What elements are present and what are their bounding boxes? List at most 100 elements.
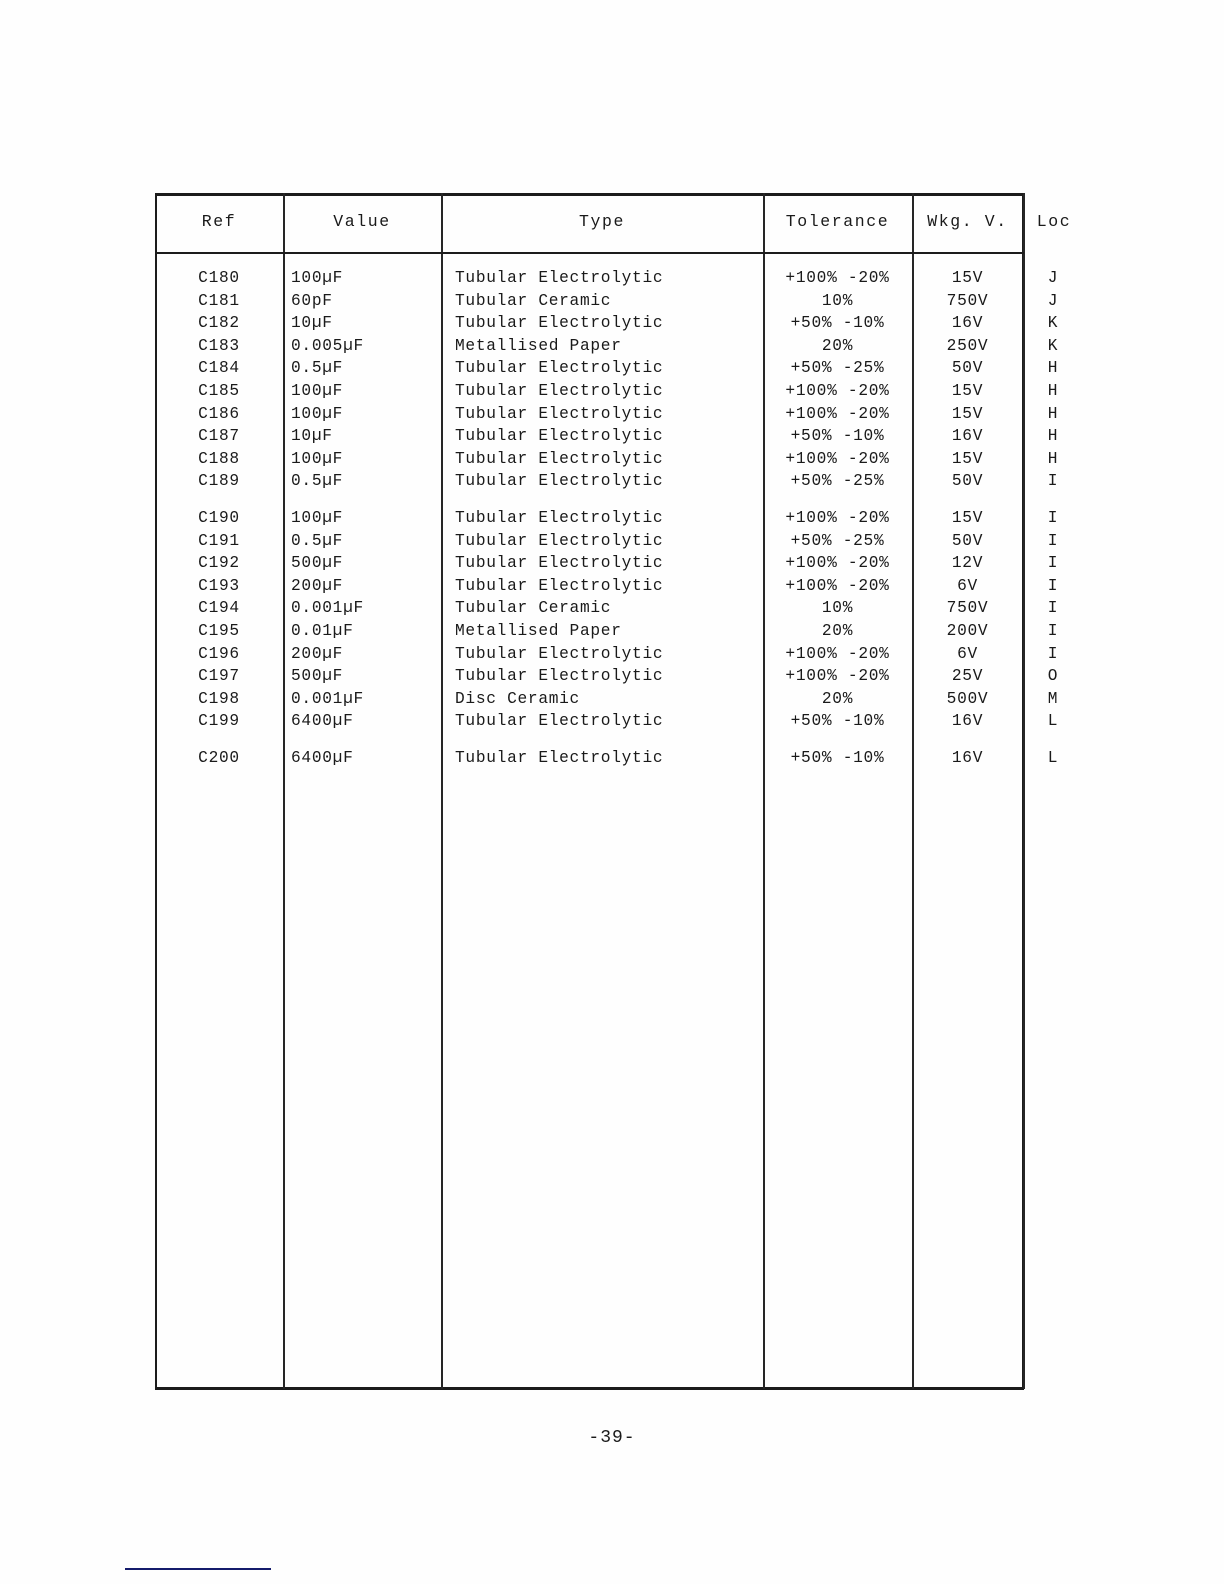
table-row: C199 6400µF Tubular Electrolytic +50% -10% 1… — [155, 710, 1057, 733]
cell-value: 10µF — [291, 314, 333, 333]
cell-wkg-v: 750V — [946, 599, 989, 618]
table-row: C189 0.5µF Tubular Electrolytic +50% -25% 50… — [155, 470, 1057, 493]
cell-loc: H — [1047, 359, 1059, 378]
table-row: C198 0.001µF Disc Ceramic 20% 500V M — [155, 688, 1057, 711]
cell-wkg-v: 500V — [946, 689, 989, 708]
margin-rule-mark — [125, 1568, 271, 1571]
cell-wkg-v: 16V — [951, 427, 984, 446]
cell-wkg-v: 16V — [951, 748, 984, 767]
cell-tolerance: 20% — [821, 336, 854, 355]
cell-ref: C188 — [198, 449, 240, 468]
cell-wkg-v: 750V — [946, 291, 989, 310]
cell-type: Tubular Electrolytic — [455, 531, 664, 550]
cell-loc: I — [1047, 599, 1059, 618]
cell-value: 100µF — [291, 269, 344, 287]
column-header-tolerance: Tolerance — [785, 212, 890, 231]
table-row: C191 0.5µF Tubular Electrolytic +50% -25% 50… — [155, 530, 1057, 553]
cell-type: Tubular Electrolytic — [455, 381, 664, 400]
cell-loc: K — [1047, 314, 1059, 333]
cell-value: 0.01µF — [291, 621, 354, 640]
cell-type: Tubular Electrolytic — [455, 359, 664, 378]
table-row: C195 0.01µF Metallised Paper 20% 200V I — [155, 620, 1057, 643]
cell-loc: H — [1047, 427, 1059, 446]
cell-tolerance: +100% -20% — [785, 404, 890, 423]
cell-type: Tubular Electrolytic — [455, 554, 664, 573]
cell-ref: C182 — [198, 314, 240, 333]
cell-loc: H — [1047, 449, 1059, 468]
cell-ref: C192 — [198, 554, 240, 573]
cell-ref: C183 — [198, 336, 240, 355]
column-header-ref: Ref — [201, 212, 237, 231]
cell-type: Disc Ceramic — [455, 689, 580, 708]
column-divider-wkg-loc — [1023, 193, 1025, 1389]
table-row: C183 0.005µF Metallised Paper 20% 250V K — [155, 335, 1057, 358]
cell-wkg-v: 6V — [957, 576, 978, 595]
cell-tolerance: +100% -20% — [785, 381, 890, 400]
column-divider-type-tolerance — [763, 193, 765, 1389]
cell-tolerance: 10% — [821, 291, 854, 310]
cell-wkg-v: 15V — [951, 449, 984, 468]
cell-type: Metallised Paper — [455, 621, 622, 640]
table-body: C180 100µF Tubular Electrolytic +100% -20% 1… — [155, 252, 1057, 770]
cell-value: 500µF — [291, 667, 344, 686]
table-row: C185 100µF Tubular Electrolytic +100% -20% 1… — [155, 380, 1057, 403]
cell-value: 100µF — [291, 508, 344, 527]
cell-loc: I — [1047, 644, 1059, 663]
cell-value: 10µF — [291, 427, 333, 446]
table-row: C190 100µF Tubular Electrolytic +100% -20% 1… — [155, 507, 1057, 530]
cell-type: Tubular Electrolytic — [455, 269, 664, 287]
cell-type: Tubular Electrolytic — [455, 472, 664, 491]
cell-wkg-v: 25V — [951, 667, 984, 686]
cell-type: Tubular Electrolytic — [455, 427, 664, 446]
cell-value: 100µF — [291, 381, 344, 400]
cell-value: 200µF — [291, 576, 344, 595]
cell-tolerance: +100% -20% — [785, 644, 890, 663]
cell-wkg-v: 250V — [946, 336, 989, 355]
cell-tolerance: +100% -20% — [785, 269, 890, 287]
cell-ref: C198 — [198, 689, 240, 708]
cell-value: 0.001µF — [291, 599, 364, 618]
cell-loc: L — [1047, 748, 1059, 767]
cell-value: 500µF — [291, 554, 344, 573]
cell-type: Tubular Electrolytic — [455, 404, 664, 423]
cell-ref: C196 — [198, 644, 240, 663]
cell-value: 100µF — [291, 449, 344, 468]
cell-wkg-v: 200V — [946, 621, 989, 640]
table-row: C200 6400µF Tubular Electrolytic +50% -10% 1… — [155, 747, 1057, 770]
table-header-rule — [155, 252, 1024, 255]
column-header-type: Type — [578, 212, 625, 231]
column-header-wkg-v: Wkg. V. — [927, 212, 1008, 231]
table-row: C186 100µF Tubular Electrolytic +100% -20% 1… — [155, 403, 1057, 426]
cell-value: 200µF — [291, 644, 344, 663]
cell-ref: C190 — [198, 508, 240, 527]
cell-loc: J — [1047, 291, 1059, 310]
cell-loc: I — [1047, 531, 1059, 550]
cell-ref: C195 — [198, 621, 240, 640]
cell-tolerance: 20% — [821, 621, 854, 640]
cell-loc: I — [1047, 621, 1059, 640]
cell-tolerance: +100% -20% — [785, 554, 890, 573]
cell-tolerance: 20% — [821, 689, 854, 708]
column-divider-tolerance-wkg — [912, 193, 914, 1389]
table-row: C192 500µF Tubular Electrolytic +100% -20% 1… — [155, 552, 1057, 575]
cell-tolerance: +100% -20% — [785, 449, 890, 468]
cell-ref: C185 — [198, 381, 240, 400]
cell-value: 0.005µF — [291, 336, 364, 355]
cell-type: Tubular Electrolytic — [455, 712, 664, 731]
cell-wkg-v: 16V — [951, 314, 984, 333]
table-row: C180 100µF Tubular Electrolytic +100% -20% 1… — [155, 267, 1057, 290]
cell-ref: C191 — [198, 531, 240, 550]
table-row: C194 0.001µF Tubular Ceramic 10% 750V I — [155, 597, 1057, 620]
cell-ref: C181 — [198, 291, 240, 310]
cell-ref: C193 — [198, 576, 240, 595]
cell-type: Tubular Electrolytic — [455, 667, 664, 686]
table-row: C188 100µF Tubular Electrolytic +100% -20% 1… — [155, 448, 1057, 471]
cell-ref: C194 — [198, 599, 240, 618]
cell-type: Tubular Electrolytic — [455, 576, 664, 595]
cell-tolerance: +100% -20% — [785, 576, 890, 595]
cell-tolerance: 10% — [821, 599, 854, 618]
cell-tolerance: +50% -25% — [790, 472, 885, 491]
cell-wkg-v: 16V — [951, 712, 984, 731]
cell-wkg-v: 6V — [957, 644, 978, 663]
